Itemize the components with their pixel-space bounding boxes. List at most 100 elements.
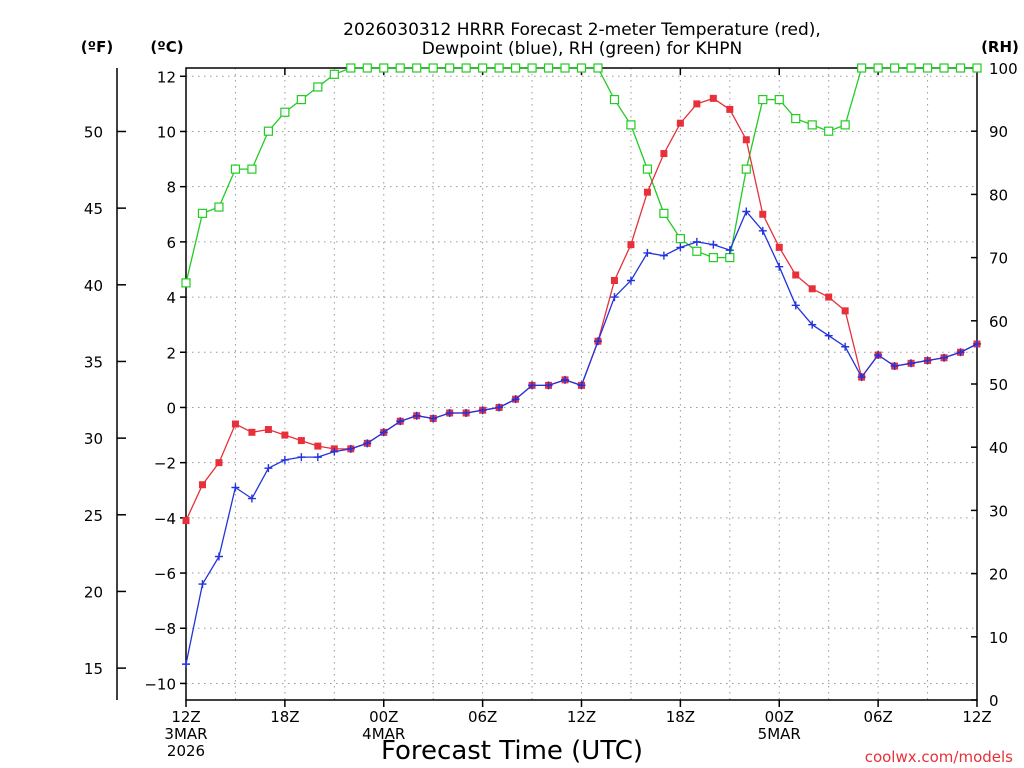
rh-point [494,63,504,73]
dewpoint-point [363,439,372,448]
temperature-point [808,285,816,293]
fahrenheit-tick-label: 20 [84,583,103,601]
celsius-tick-label: 8 [166,179,176,197]
rh-point [741,164,751,174]
rh-point [379,63,389,73]
rh-point [890,63,900,73]
celsius-tick-label: 12 [157,68,176,86]
dewpoint-point [824,331,833,340]
rh-point [296,94,306,105]
rh-point [774,94,784,105]
dewpoint-point [280,455,289,464]
x-date-label: 5MAR [758,725,801,743]
rh-point [642,164,653,174]
fahrenheit-tick-label: 30 [84,430,103,448]
rh-point [412,63,422,73]
temperature-point [775,243,783,251]
rh-point [708,253,718,263]
rh-point [857,63,867,73]
rh-tick-label: 0 [989,692,999,710]
x-tick-label: 00Z [765,708,794,726]
rh-point [758,94,768,105]
dewpoint-point [495,403,504,412]
rh-point [247,164,257,174]
temperature-point [742,136,750,144]
rh-series [181,63,982,288]
celsius-tick-label: −10 [144,675,176,693]
temperature-point [264,426,272,434]
dewpoint-point [907,359,916,368]
dewpoint-point [577,381,586,390]
rh-point [955,63,966,73]
dewpoint-series [182,207,981,669]
rh-point [824,126,834,136]
rh-point [461,63,471,73]
dewpoint-point [841,342,850,351]
x-year-label: 2026 [167,742,205,760]
rh-tick-label: 40 [989,439,1008,457]
temperature-point [231,420,239,428]
x-tick-label: 18Z [270,708,299,726]
dewpoint-point [330,447,339,456]
dewpoint-point [561,375,570,384]
dewpoint-point [808,320,817,329]
dewpoint-point [874,351,883,360]
dewpoint-point [462,408,471,417]
celsius-unit-label: (ºC) [150,38,183,56]
x-tick-label: 00Z [369,708,398,726]
rh-point [329,69,339,79]
rh-point [181,278,191,288]
credit-text: coolwx.com/models [865,748,1013,766]
temperature-point [215,459,223,467]
temperature-point [792,271,800,279]
temperature-point [198,481,206,489]
rh-point [445,63,455,73]
temperature-point [726,105,734,113]
dewpoint-point [676,243,685,252]
dewpoint-point [940,353,949,362]
dewpoint-point [758,226,767,235]
temperature-point [281,431,289,439]
x-tick-label: 06Z [468,708,497,726]
temperature-point [825,293,833,301]
dewpoint-point [379,428,388,437]
dewpoint-point [725,246,734,255]
temperature-point [660,150,668,158]
rh-point [972,63,982,73]
rh-point [873,63,883,73]
dewpoint-point [626,276,635,285]
rh-tick-label: 80 [989,186,1008,204]
rh-point [922,63,933,73]
dewpoint-point [445,408,454,417]
temperature-point [182,517,190,525]
dewpoint-point [182,660,190,669]
fahrenheit-tick-label: 15 [84,660,103,678]
rh-point [626,120,636,130]
temperature-point [297,437,305,445]
rh-point [197,208,208,218]
fahrenheit-tick-label: 25 [84,507,103,525]
rh-point [478,63,488,73]
x-tick-label: 06Z [863,708,892,726]
rh-tick-label: 30 [989,502,1008,520]
temperature-point [314,442,322,450]
dewpoint-point [857,373,866,382]
rh-point [280,107,290,117]
celsius-tick-label: 4 [166,289,176,307]
dewpoint-point [544,381,553,390]
rh-unit-label: (RH) [981,38,1019,56]
dewpoint-point [890,362,899,371]
rh-point [576,63,587,73]
dewpoint-point [709,240,718,249]
x-tick-label: 18Z [666,708,695,726]
rh-tick-label: 90 [989,123,1008,141]
celsius-tick-label: −8 [154,620,176,638]
x-tick-label: 12Z [962,708,991,726]
rh-point [230,164,241,174]
celsius-tick-label: −2 [154,455,176,473]
rh-point [395,63,405,73]
dewpoint-point [214,552,223,561]
x-date-label: 3MAR [164,725,207,743]
rh-tick-label: 70 [989,250,1008,268]
